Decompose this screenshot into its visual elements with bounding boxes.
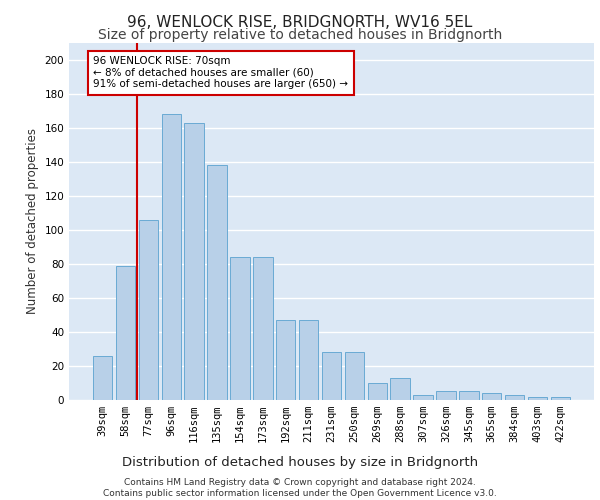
Bar [505, 395, 524, 400]
Bar [482, 393, 502, 400]
Bar [276, 320, 295, 400]
Bar [184, 122, 204, 400]
Text: Distribution of detached houses by size in Bridgnorth: Distribution of detached houses by size … [122, 456, 478, 469]
Bar [139, 220, 158, 400]
Bar [413, 395, 433, 400]
Text: 96 WENLOCK RISE: 70sqm
← 8% of detached houses are smaller (60)
91% of semi-deta: 96 WENLOCK RISE: 70sqm ← 8% of detached … [94, 56, 349, 90]
Bar [299, 320, 319, 400]
Text: Contains HM Land Registry data © Crown copyright and database right 2024.
Contai: Contains HM Land Registry data © Crown c… [103, 478, 497, 498]
Bar [344, 352, 364, 400]
Text: Size of property relative to detached houses in Bridgnorth: Size of property relative to detached ho… [98, 28, 502, 42]
Bar [116, 266, 135, 400]
Bar [230, 257, 250, 400]
Bar [161, 114, 181, 400]
Bar [391, 378, 410, 400]
Bar [551, 396, 570, 400]
Bar [253, 257, 272, 400]
Bar [93, 356, 112, 400]
Y-axis label: Number of detached properties: Number of detached properties [26, 128, 39, 314]
Bar [528, 396, 547, 400]
Bar [322, 352, 341, 400]
Bar [208, 165, 227, 400]
Text: 96, WENLOCK RISE, BRIDGNORTH, WV16 5EL: 96, WENLOCK RISE, BRIDGNORTH, WV16 5EL [127, 15, 473, 30]
Bar [459, 392, 479, 400]
Bar [436, 392, 455, 400]
Bar [368, 383, 387, 400]
